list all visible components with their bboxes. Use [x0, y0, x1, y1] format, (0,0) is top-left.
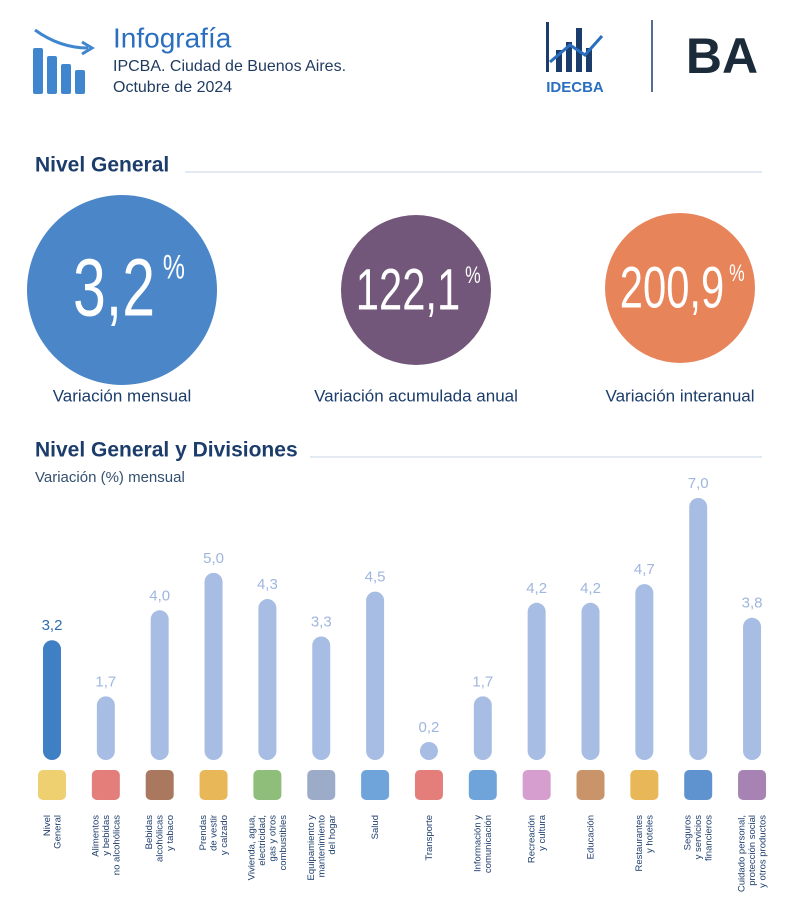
- category-label: Alimentosy bebidasno alcohólicas: [90, 815, 122, 875]
- bar: [204, 572, 223, 760]
- category-label: Educación: [585, 815, 596, 859]
- category-label: Equipamiento ymantenimientodel hogar: [305, 815, 337, 881]
- category-icon: [576, 770, 605, 800]
- category-icon: [684, 770, 713, 800]
- summary-value: 122,1: [356, 257, 460, 322]
- category-label: Restaurantesy hoteles: [634, 815, 656, 872]
- category-icon: [468, 770, 497, 800]
- summary-caption: Variación acumulada anual: [314, 386, 518, 405]
- category-icon: [145, 770, 174, 800]
- category-icon: [522, 770, 551, 800]
- bar: [96, 696, 115, 760]
- value-label: 1,7: [472, 673, 493, 690]
- summary-value-group: 122,1%: [356, 257, 481, 322]
- chart-title: Nivel General y Divisiones: [35, 439, 298, 462]
- category-icon: [91, 770, 120, 800]
- bar: [527, 602, 546, 760]
- value-label: 7,0: [688, 475, 709, 492]
- value-label: 4,2: [526, 580, 547, 597]
- summary-value: 3,2: [73, 242, 155, 334]
- summary-circle: [341, 215, 491, 365]
- category-label: Cuidado personal,protección socialy otro…: [736, 815, 768, 892]
- category-label: NivelGeneral: [41, 815, 63, 849]
- header-icon: [33, 28, 95, 94]
- summary-caption: Variación interanual: [606, 386, 755, 405]
- category-icon: [38, 770, 66, 800]
- value-label: 4,5: [365, 569, 386, 586]
- chart-subtitle: Variación (%) mensual: [35, 469, 185, 486]
- category-icon: [630, 770, 659, 800]
- logo-text: IDECBA: [546, 79, 604, 96]
- bar: [312, 636, 331, 760]
- value-label: 4,7: [634, 561, 655, 578]
- summary-value: 200,9: [620, 255, 724, 320]
- summary-value-group: 200,9%: [620, 255, 745, 320]
- value-label: 3,3: [311, 613, 332, 630]
- summary-unit: %: [465, 262, 481, 288]
- header-subtitle: IPCBA. Ciudad de Buenos Aires.: [113, 58, 346, 75]
- value-label: 3,2: [42, 617, 63, 634]
- category-label: Transporte: [423, 815, 434, 861]
- category-label: Bebidasalcohólicasy tabaco: [144, 815, 176, 862]
- bar: [635, 584, 654, 760]
- category-label: Salud: [370, 815, 381, 839]
- category-label: Segurosy serviciosfinancieros: [682, 815, 714, 861]
- summary-unit: %: [729, 260, 745, 286]
- value-label: 4,2: [580, 580, 601, 597]
- bar: [743, 617, 762, 760]
- category-icon: [361, 770, 390, 800]
- bar: [43, 640, 61, 760]
- summary-circle: [27, 195, 217, 385]
- value-label: 4,0: [149, 587, 170, 604]
- idecba-icon: [546, 22, 604, 72]
- summary-circle: [605, 213, 755, 363]
- bar: [689, 498, 708, 760]
- brand: BA: [686, 28, 758, 84]
- bar: [150, 610, 169, 760]
- header-subtitle: Octubre de 2024: [113, 79, 232, 96]
- value-label: 1,7: [95, 673, 116, 690]
- category-label: Recreacióny cultura: [526, 814, 548, 863]
- summary-caption: Variación mensual: [53, 386, 192, 405]
- category-label: Prendasde vestiry calzado: [198, 815, 230, 855]
- category-icon: [414, 770, 443, 800]
- category-icon: [199, 770, 228, 800]
- category-icon: [253, 770, 282, 800]
- header-title: Infografía: [113, 22, 232, 53]
- bar: [581, 602, 600, 760]
- category-label: Información ycomunicación: [472, 815, 494, 873]
- bar: [258, 599, 277, 760]
- bar: [473, 696, 492, 760]
- summary-value-group: 3,2%: [73, 242, 185, 334]
- value-label: 4,3: [257, 576, 278, 593]
- category-label: Vivienda, agua,electricidad,gas y otrosc…: [246, 815, 289, 881]
- value-label: 3,8: [742, 595, 763, 612]
- category-icon: [738, 770, 767, 800]
- summary-unit: %: [163, 249, 185, 287]
- category-icon: [307, 770, 336, 800]
- section-title: Nivel General: [35, 154, 169, 177]
- bar: [419, 742, 438, 760]
- value-label: 5,0: [203, 550, 224, 567]
- value-label: 0,2: [419, 719, 440, 736]
- bar: [366, 591, 385, 760]
